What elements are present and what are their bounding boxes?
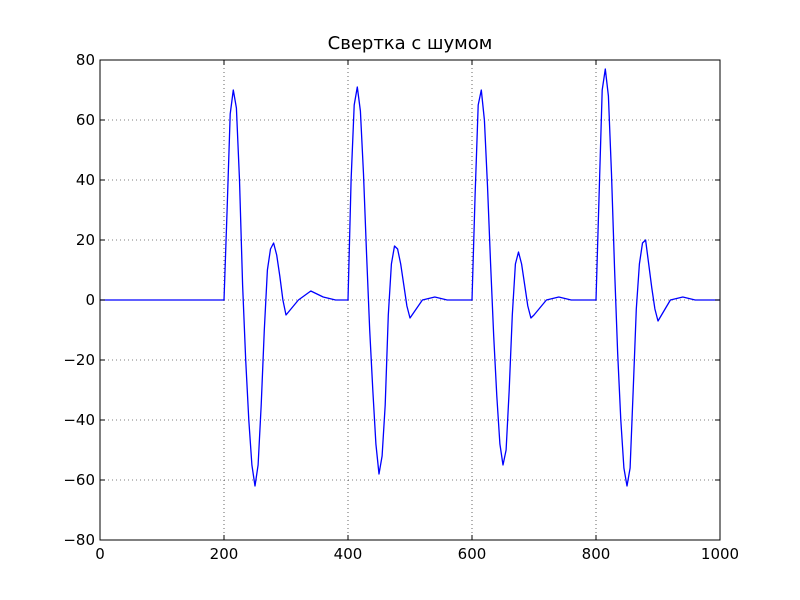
y-tick-label: 80 [76, 51, 95, 69]
y-tick-label: −20 [63, 351, 95, 369]
grid-lines [100, 60, 720, 540]
series-line-0 [100, 68, 720, 487]
y-tick-label: 0 [85, 291, 95, 309]
y-tick-label: −60 [63, 471, 95, 489]
y-tick-label: −40 [63, 411, 95, 429]
y-tick-label: 40 [76, 171, 95, 189]
y-tick-label: 20 [76, 231, 95, 249]
x-tick-label: 400 [334, 545, 363, 563]
y-tick-label: 60 [76, 111, 95, 129]
x-tick-label: 800 [582, 545, 611, 563]
axis-ticks [99, 59, 721, 541]
x-tick-label: 600 [458, 545, 487, 563]
axis-tick-labels: 0 200 400 600 800 1000 −80 −60 −40 −20 0 20 40 60 80 [63, 51, 739, 563]
chart-title: Свертка с шумом [328, 33, 493, 54]
x-tick-label: 0 [95, 545, 105, 563]
x-tick-label: 1000 [701, 545, 739, 563]
y-tick-label: −80 [63, 531, 95, 549]
x-tick-label: 200 [210, 545, 239, 563]
